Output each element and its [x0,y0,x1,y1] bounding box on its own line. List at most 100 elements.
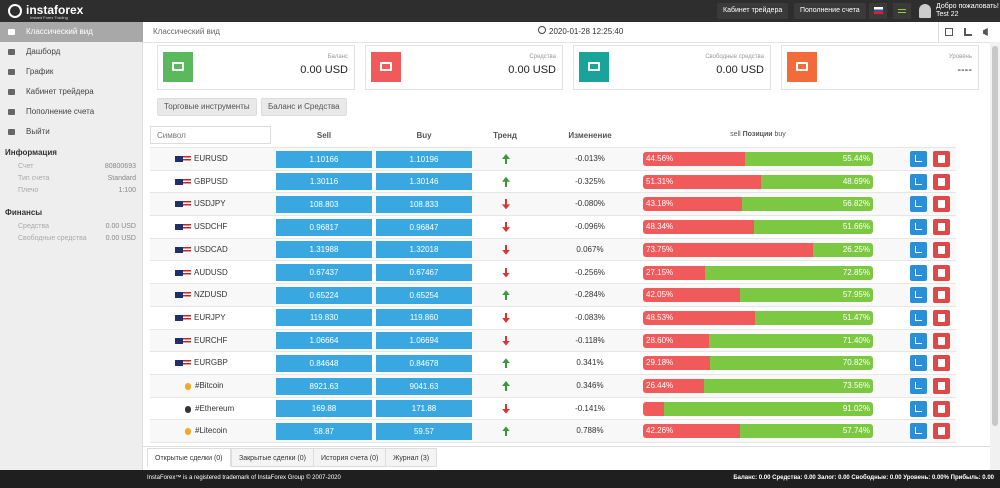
buy-price[interactable]: 1.30146 [376,173,472,191]
chart-button[interactable] [910,241,927,258]
delete-button[interactable] [933,173,950,190]
flag-icon [175,178,183,185]
sell-position-bar: 44.56% [643,152,746,166]
swap-button[interactable] [893,3,911,19]
buy-price[interactable]: 1.06694 [376,332,472,350]
buy-price[interactable]: 171.88 [376,400,472,418]
finance-title: Финансы [5,208,43,217]
sell-price[interactable]: 1.06664 [276,332,372,350]
cabinet-button[interactable]: Кабинет трейдера [717,3,789,19]
sell-price[interactable]: 0.96817 [276,218,372,236]
buy-price[interactable]: 9041.63 [376,377,472,395]
instrument-row[interactable]: USDCHF 0.96817 0.96847 -0.096% 48.34% 51.66% [150,216,956,239]
chart-button[interactable] [910,219,927,236]
chart-button[interactable] [910,173,927,190]
flag-icon [175,314,183,321]
sell-price[interactable]: 1.31988 [276,241,372,259]
delete-button[interactable] [933,196,950,213]
symbol-filter[interactable]: Символ [150,126,271,144]
delete-button[interactable] [933,400,950,417]
menu-item[interactable]: Выйти [0,122,143,142]
instrument-row[interactable]: NZDUSD 0.65224 0.65254 -0.284% 42.05% 57.95% [150,284,956,307]
delete-button[interactable] [933,264,950,281]
rss-icon[interactable] [964,28,972,36]
sell-price[interactable]: 0.65224 [276,286,372,304]
buy-price[interactable]: 1.32018 [376,241,472,259]
sell-price[interactable]: 1.10166 [276,150,372,168]
bottom-tab[interactable]: Закрытые сделки (0) [231,448,314,467]
instrument-row[interactable]: EURCHF 1.06664 1.06694 -0.118% 28.60% 71.40% [150,329,956,353]
sell-price[interactable]: 8921.63 [276,377,372,395]
instrument-row[interactable]: #Litecoin 58.87 59.57 0.788% 42.26% 57.74% [150,420,956,444]
instrument-row[interactable]: EURJPY 119.830 119.860 -0.083% 48.53% 51.47% [150,306,956,330]
arrow-head [502,290,510,296]
buy-price[interactable]: 0.96847 [376,218,472,236]
calendar-icon[interactable] [945,28,953,36]
chart-button[interactable] [910,332,927,349]
instrument-row[interactable]: #Ethereum 169.88 171.88 -0.141% 91.02% [150,397,956,421]
buy-price[interactable]: 0.84678 [376,354,472,372]
deposit-button[interactable]: Пополнение счета [794,3,866,19]
chart-button[interactable] [910,151,927,167]
instrument-row[interactable]: GBPUSD 1.30116 1.30146 -0.325% 51.31% 48.69% [150,170,956,194]
delete-button[interactable] [933,355,950,372]
tool-button[interactable]: Баланс и Средства [261,98,347,116]
sell-price[interactable]: 0.67437 [276,264,372,281]
menu-item[interactable]: Классический вид [0,22,143,42]
bottom-tab[interactable]: Журнал (3) [385,448,438,467]
buy-price[interactable]: 59.57 [376,422,472,440]
buy-price[interactable]: 0.65254 [376,286,472,304]
flag-icon [183,246,191,253]
delete-button[interactable] [933,241,950,258]
sell-price[interactable]: 1.30116 [276,173,372,191]
menu-item[interactable]: Пополнение счета [0,102,143,122]
chart-button[interactable] [910,287,927,304]
chart-button[interactable] [910,355,927,372]
sell-price[interactable]: 108.803 [276,195,372,213]
arrow-shaft [505,292,507,301]
chart-button[interactable] [910,423,927,440]
sell-price[interactable]: 169.88 [276,400,372,418]
buy-price[interactable]: 108.833 [376,195,472,213]
menu-item[interactable]: Дашборд [0,42,143,62]
instrument-row[interactable]: EURUSD 1.10166 1.10196 -0.013% 44.56% 55.44% [150,148,956,171]
flag-icon [175,292,183,299]
delete-button[interactable] [933,332,950,349]
sell-price[interactable]: 58.87 [276,422,372,440]
instrument-row[interactable]: EURGBP 0.84648 0.84678 0.341% 29.18% 70.82% [150,352,956,375]
delete-button[interactable] [933,219,950,236]
buy-price[interactable]: 119.860 [376,309,472,327]
sell-price[interactable]: 0.84648 [276,354,372,372]
delete-button[interactable] [933,378,950,394]
delete-button[interactable] [933,423,950,440]
chart-button[interactable] [910,378,927,394]
bottom-tab[interactable]: История счета (0) [313,448,387,467]
bottom-tab[interactable]: Открытые сделки (0) [147,448,231,467]
buy-position-bar: 48.69% [761,174,873,189]
instrument-row[interactable]: #Bitcoin 8921.63 9041.63 0.346% 26.44% 73.56% [150,375,956,398]
delete-button[interactable] [933,287,950,304]
menu-item[interactable]: График [0,62,143,82]
lang-button[interactable] [869,3,887,19]
buy-price[interactable]: 1.10196 [376,150,472,168]
buy-price[interactable]: 0.67467 [376,264,472,281]
chart-button[interactable] [910,400,927,417]
chart-button[interactable] [910,264,927,281]
delete-button[interactable] [933,309,950,326]
flag-icon [183,314,191,321]
tool-button[interactable]: Торговые инструменты [157,98,257,116]
arrow-head [502,154,510,159]
chart-button[interactable] [910,196,927,213]
delete-glyph [938,245,945,254]
chart-button[interactable] [910,309,927,326]
buy-position-bar: 71.40% [708,333,873,348]
arrow-shaft [505,199,507,208]
instrument-row[interactable]: AUDUSD 0.67437 0.67467 -0.256% 27.15% 72.85% [150,261,956,285]
menu-icon [8,129,15,135]
instrument-row[interactable]: USDJPY 108.803 108.833 -0.080% 43.18% 56.82% [150,193,956,217]
instrument-row[interactable]: USDCAD 1.31988 1.32018 0.067% 73.75% 26.25% [150,238,956,262]
announce-icon[interactable] [983,28,988,36]
menu-item[interactable]: Кабинет трейдера [0,82,143,102]
sell-price[interactable]: 119.830 [276,309,372,327]
delete-button[interactable] [933,151,950,167]
